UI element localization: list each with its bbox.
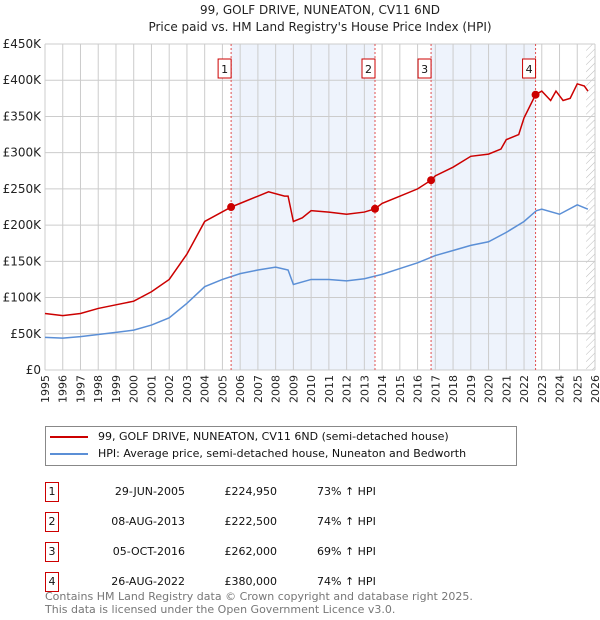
shaded-period bbox=[231, 44, 375, 370]
y-tick-label: £350K bbox=[3, 109, 43, 123]
sale-label: 3 bbox=[421, 63, 428, 76]
chart-subtitle: Price paid vs. HM Land Registry's House … bbox=[148, 20, 491, 34]
y-tick-label: £150K bbox=[3, 254, 43, 268]
sale-price: £380,000 bbox=[224, 575, 278, 588]
sale-number: 4 bbox=[45, 572, 59, 592]
sale-price: £224,950 bbox=[224, 485, 278, 498]
sales-row: 4 26-AUG-2022 £380,000 74% ↑ HPI bbox=[45, 572, 445, 592]
series-line bbox=[44, 82, 589, 317]
sale-label: 1 bbox=[221, 63, 228, 76]
sale-date: 26-AUG-2022 bbox=[111, 575, 185, 588]
x-tick-label: 1995 bbox=[39, 375, 52, 403]
sale-hpi-diff: 74% ↑ HPI bbox=[317, 575, 376, 588]
x-tick-label: 2018 bbox=[447, 375, 460, 403]
x-tick-label: 2003 bbox=[181, 375, 194, 403]
sale-label: 2 bbox=[365, 63, 372, 76]
x-tick-label: 2000 bbox=[128, 375, 141, 403]
sales-row: 2 08-AUG-2013 £222,500 74% ↑ HPI bbox=[45, 512, 445, 532]
sale-date: 29-JUN-2005 bbox=[114, 485, 185, 498]
chart-title: 99, GOLF DRIVE, NUNEATON, CV11 6ND bbox=[200, 3, 440, 17]
x-tick-label: 2022 bbox=[518, 375, 531, 403]
sale-number: 3 bbox=[45, 542, 59, 562]
y-tick-label: £400K bbox=[3, 73, 43, 87]
x-tick-label: 2004 bbox=[199, 375, 212, 403]
legend-label-hpi: HPI: Average price, semi-detached house,… bbox=[98, 447, 467, 460]
sale-point bbox=[531, 90, 540, 99]
x-tick-label: 2011 bbox=[323, 375, 336, 403]
x-tick-label: 1997 bbox=[74, 375, 87, 403]
x-tick-label: 2001 bbox=[145, 375, 158, 403]
x-tick-label: 2015 bbox=[394, 375, 407, 403]
x-tick-label: 2019 bbox=[465, 375, 478, 403]
footer-licence: This data is licensed under the Open Gov… bbox=[45, 603, 396, 616]
sale-point bbox=[227, 203, 236, 212]
x-tick-label: 2020 bbox=[483, 375, 496, 403]
x-tick-label: 1998 bbox=[92, 375, 105, 403]
x-tick-label: 1996 bbox=[57, 375, 70, 403]
x-tick-label: 2017 bbox=[429, 375, 442, 403]
sales-row: 1 29-JUN-2005 £224,950 73% ↑ HPI bbox=[45, 482, 445, 502]
sales-row: 3 05-OCT-2016 £262,000 69% ↑ HPI bbox=[45, 542, 445, 562]
sale-label-box bbox=[522, 58, 537, 79]
sale-point bbox=[371, 204, 379, 213]
x-tick-label: 2010 bbox=[305, 375, 318, 403]
footer: Contains HM Land Registry data © Crown c… bbox=[45, 590, 473, 616]
y-tick-label: £50K bbox=[10, 327, 42, 341]
x-tick-label: 2016 bbox=[412, 375, 425, 403]
x-tick-label: 2008 bbox=[270, 375, 283, 403]
x-tick-label: 2012 bbox=[341, 375, 354, 403]
x-tick-label: 2009 bbox=[287, 375, 300, 403]
x-tick-label: 2013 bbox=[358, 375, 371, 403]
sale-number: 2 bbox=[45, 512, 59, 532]
y-tick-label: £200K bbox=[3, 218, 43, 232]
y-tick-label: £100K bbox=[3, 291, 43, 305]
sale-price: £262,000 bbox=[224, 545, 278, 558]
y-tick-label: £250K bbox=[3, 182, 43, 196]
x-tick-label: 2021 bbox=[500, 375, 513, 403]
x-tick-label: 2007 bbox=[252, 375, 265, 403]
legend-swatch-property bbox=[50, 435, 88, 438]
x-tick-label: 2005 bbox=[216, 375, 229, 403]
chart-legend: 99, GOLF DRIVE, NUNEATON, CV11 6ND (semi… bbox=[45, 426, 517, 466]
x-tick-label: 2002 bbox=[163, 375, 176, 403]
x-tick-label: 2026 bbox=[589, 375, 600, 403]
y-tick-label: £450K bbox=[3, 37, 43, 51]
price-chart: 99, GOLF DRIVE, NUNEATON, CV11 6ND Price… bbox=[3, 3, 600, 403]
x-tick-label: 2006 bbox=[234, 375, 247, 403]
y-tick-label: £0 bbox=[26, 363, 41, 377]
x-tick-label: 1999 bbox=[110, 375, 123, 403]
series-line bbox=[44, 203, 589, 339]
sale-hpi-diff: 69% ↑ HPI bbox=[317, 545, 376, 558]
sale-hpi-diff: 73% ↑ HPI bbox=[317, 485, 376, 498]
sale-label-box bbox=[361, 58, 376, 79]
legend-label-property: 99, GOLF DRIVE, NUNEATON, CV11 6ND (semi… bbox=[98, 430, 449, 443]
sale-label-box bbox=[417, 58, 432, 79]
legend-swatch-hpi bbox=[50, 452, 88, 455]
sale-date: 05-OCT-2016 bbox=[112, 545, 185, 558]
sale-price: £222,500 bbox=[224, 515, 278, 528]
footer-copyright: Contains HM Land Registry data © Crown c… bbox=[45, 590, 473, 603]
sale-point bbox=[427, 176, 436, 185]
x-tick-label: 2025 bbox=[571, 375, 584, 403]
sale-date: 08-AUG-2013 bbox=[111, 515, 185, 528]
x-tick-label: 2014 bbox=[376, 375, 389, 403]
sale-label-box bbox=[217, 58, 232, 79]
x-tick-label: 2023 bbox=[536, 375, 549, 403]
y-tick-label: £300K bbox=[3, 146, 43, 160]
x-tick-label: 2024 bbox=[554, 375, 567, 403]
forecast-hatch bbox=[586, 44, 595, 370]
sale-number: 1 bbox=[45, 482, 59, 502]
sale-label: 4 bbox=[526, 63, 533, 76]
shaded-period bbox=[431, 44, 536, 370]
sale-hpi-diff: 74% ↑ HPI bbox=[317, 515, 376, 528]
